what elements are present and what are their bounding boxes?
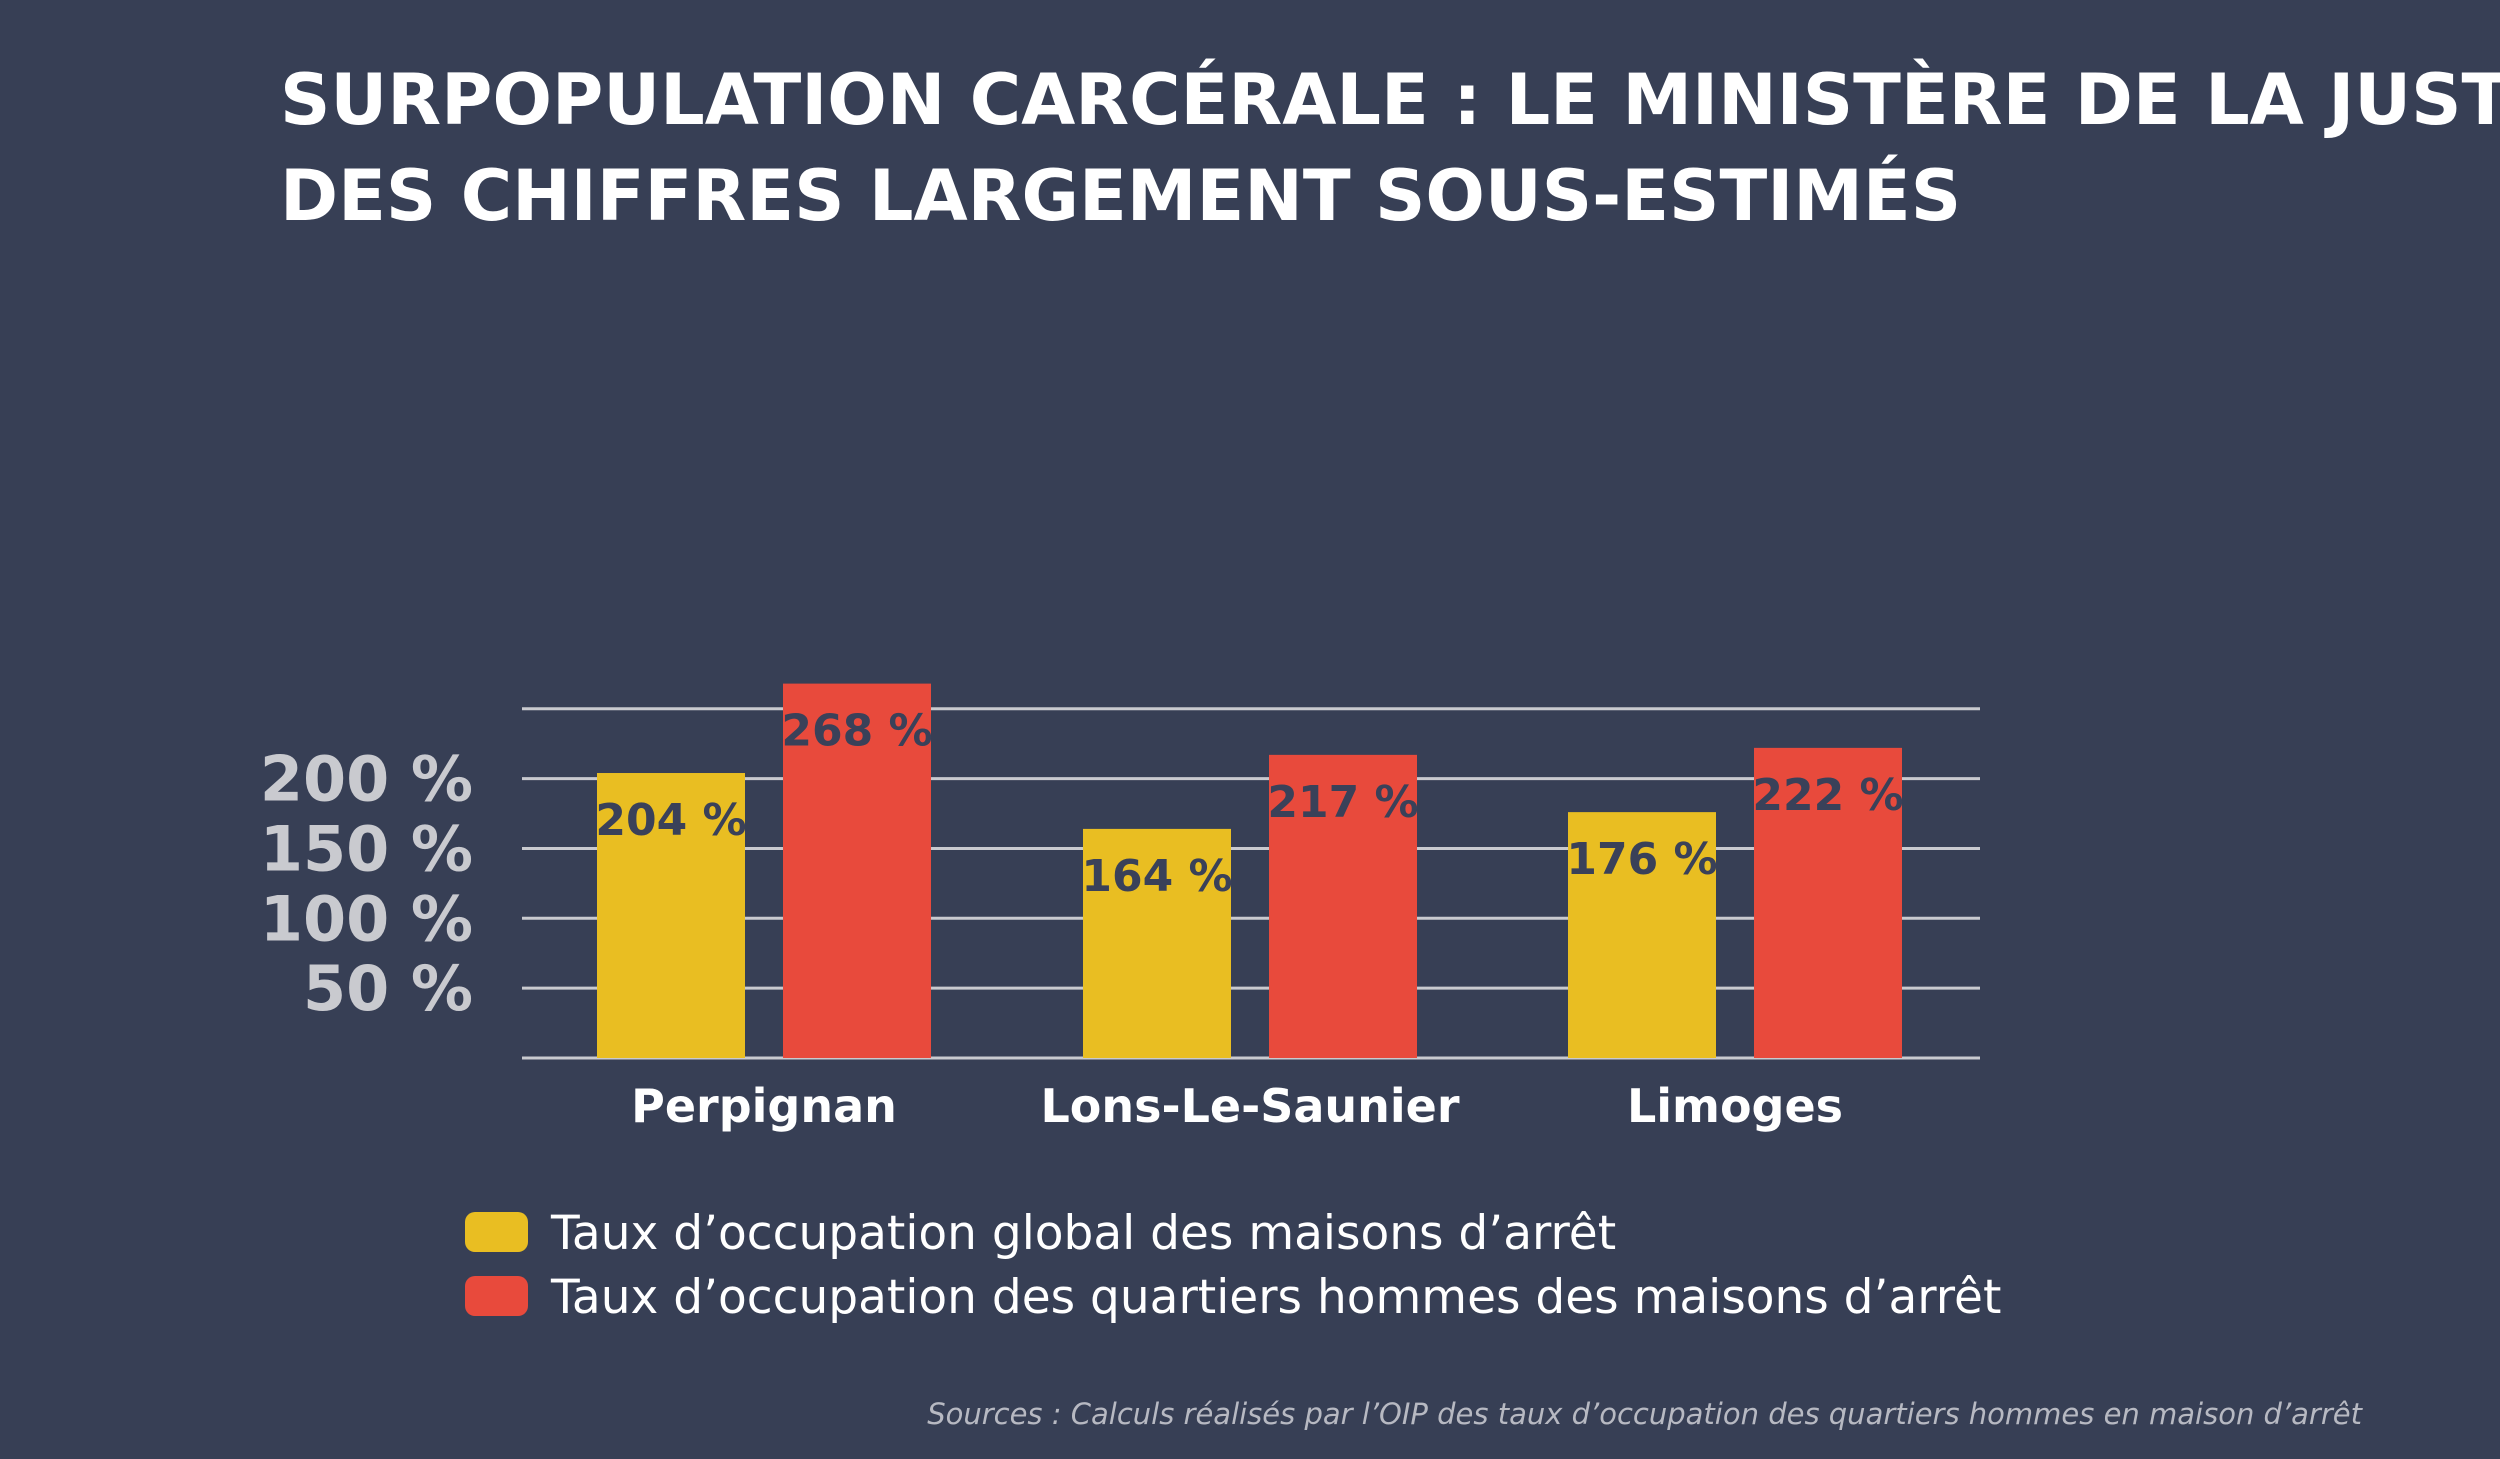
category-label: Limoges [1627,1079,1843,1133]
bar-value-label: 268 % [781,706,932,757]
bar-value-label: 164 % [1081,851,1232,902]
bar-value-label: 222 % [1752,770,1903,821]
bar-value-label: 204 % [595,795,746,846]
bar-global [597,773,745,1058]
category-label: Perpignan [631,1079,897,1133]
y-axis-ticks: 50 %100 %150 %200 % [260,743,473,1026]
legend-swatch [465,1276,528,1316]
y-tick-label: 100 % [260,882,473,955]
legend-label: Taux d’occupation des quartiers hommes d… [550,1270,2001,1325]
bar-value-labels: 204 % 268 % 164 % 217 % 176 % 222 % [595,706,1903,902]
y-tick-label: 50 % [303,952,473,1025]
title-line-1: SURPOPULATION CARCÉRALE : LE MINISTÈRE D… [280,59,2500,141]
bar-hommes [1754,747,1902,1058]
chart-title: SURPOPULATION CARCÉRALE : LE MINISTÈRE D… [280,59,2500,237]
legend-swatch [465,1212,528,1252]
bar-value-label: 217 % [1267,777,1418,828]
x-axis-categories: Perpignan Lons-Le-Saunier Limoges [631,1079,1843,1133]
y-tick-label: 200 % [260,743,473,816]
bars [597,683,1902,1058]
legend: Taux d’occupation global des maisons d’a… [465,1206,2001,1325]
bar-value-label: 176 % [1566,834,1717,885]
source-note: Sources : Calculs réalisés par l’OIP des… [927,1397,2363,1431]
grid-lines [522,707,1980,1060]
category-label: Lons-Le-Saunier [1040,1079,1459,1133]
bar-hommes [783,683,931,1058]
bar-hommes [1269,754,1417,1058]
title-line-2: DES CHIFFRES LARGEMENT SOUS-ESTIMÉS [280,155,1961,237]
bar-global [1568,812,1716,1058]
legend-label: Taux d’occupation global des maisons d’a… [550,1206,1616,1261]
bar-global [1083,828,1231,1058]
y-tick-label: 150 % [260,812,473,885]
